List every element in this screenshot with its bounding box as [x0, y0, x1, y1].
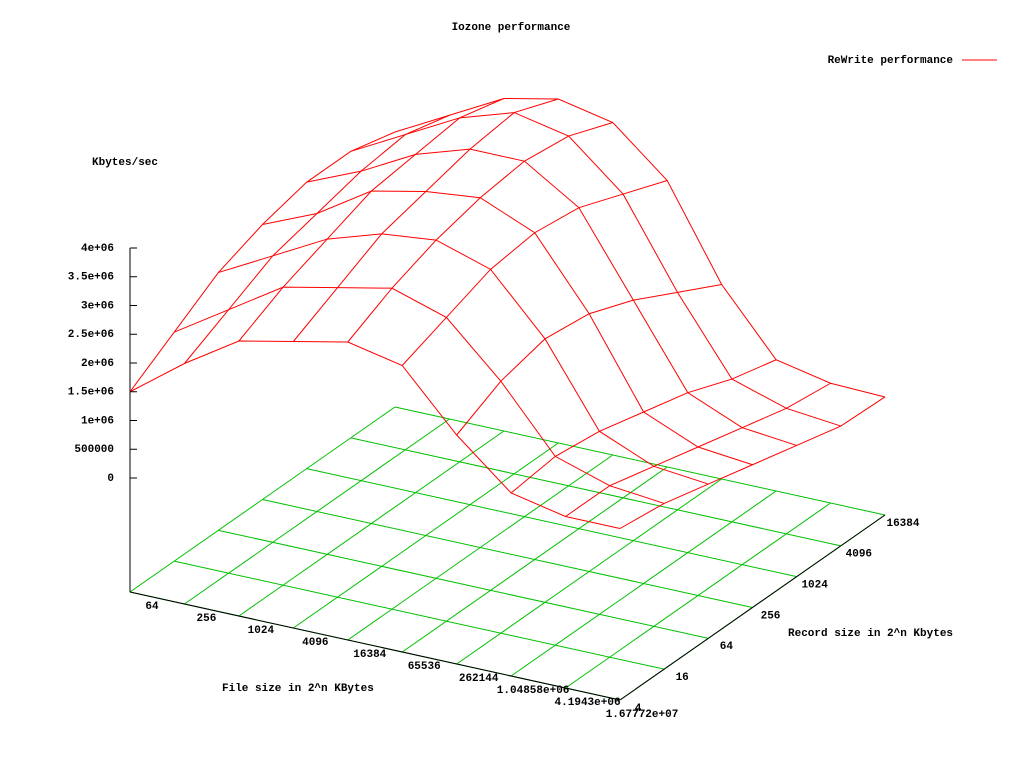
x-tick-label: 1024 [248, 625, 275, 637]
y-grid-line [174, 560, 665, 670]
mesh-row [262, 190, 753, 466]
x-axis-label: File size in 2^n KBytes [222, 683, 374, 695]
y-grid-line [218, 529, 709, 639]
y-tick-label: 4096 [846, 549, 872, 561]
mesh-row [173, 286, 665, 504]
y-tick-label: 1024 [801, 580, 828, 592]
z-tick-label: 2e+06 [81, 358, 114, 370]
x-axis-line [129, 591, 621, 701]
x-tick-label: 65536 [408, 661, 441, 673]
y-grid-line [262, 499, 753, 608]
z-tick-label: 3.5e+06 [68, 272, 114, 284]
mesh-column [565, 382, 831, 517]
z-tick-label: 0 [107, 473, 114, 485]
x-tick-label: 4096 [302, 637, 328, 649]
mesh-column [510, 359, 777, 494]
mesh-column [129, 131, 396, 393]
x-tick-label: 4.1943e+06 [555, 697, 621, 709]
legend-label: ReWrite performance [828, 55, 954, 67]
y-grid-line [350, 437, 841, 547]
x-tick-label: 1.67772e+07 [606, 709, 679, 721]
x-tick-label: 1.04858e+06 [497, 685, 570, 697]
y-grid-line [306, 468, 797, 578]
mesh-row [129, 340, 621, 529]
mesh-column [238, 98, 505, 342]
z-tick-label: 500000 [74, 444, 114, 456]
mesh [129, 97, 886, 529]
y-tick-label: 16384 [886, 518, 919, 530]
mesh-column [456, 284, 722, 436]
mesh-row [350, 112, 841, 427]
x-tick-label: 64 [145, 601, 159, 613]
x-tick-label: 262144 [459, 673, 499, 685]
mesh-column [347, 122, 613, 343]
mesh-row [394, 97, 886, 398]
y-axis-label: Record size in 2^n Kbytes [788, 628, 953, 640]
y-axis-line [619, 514, 886, 701]
z-tick-label: 3e+06 [81, 300, 114, 312]
y-tick-label: 4 [635, 703, 642, 715]
y-grid-line [394, 406, 886, 516]
mesh-row [218, 233, 709, 485]
mesh-column [401, 180, 668, 366]
z-tick-label: 1e+06 [81, 415, 114, 427]
mesh-row [306, 148, 797, 446]
y-tick-label: 16 [676, 672, 689, 684]
z-tick-label: 4e+06 [81, 243, 114, 255]
z-axis-label: Kbytes/sec [92, 157, 158, 169]
mesh-column [184, 114, 450, 364]
y-tick-label: 256 [761, 610, 781, 622]
z-tick-label: 2.5e+06 [68, 329, 114, 341]
y-tick-label: 64 [720, 641, 734, 653]
z-tick-label: 1.5e+06 [68, 387, 114, 399]
chart-title: Iozone performance [452, 22, 571, 34]
x-tick-label: 256 [197, 613, 217, 625]
mesh-column [292, 98, 559, 342]
mesh-column [619, 396, 886, 529]
x-tick-label: 16384 [353, 649, 386, 661]
